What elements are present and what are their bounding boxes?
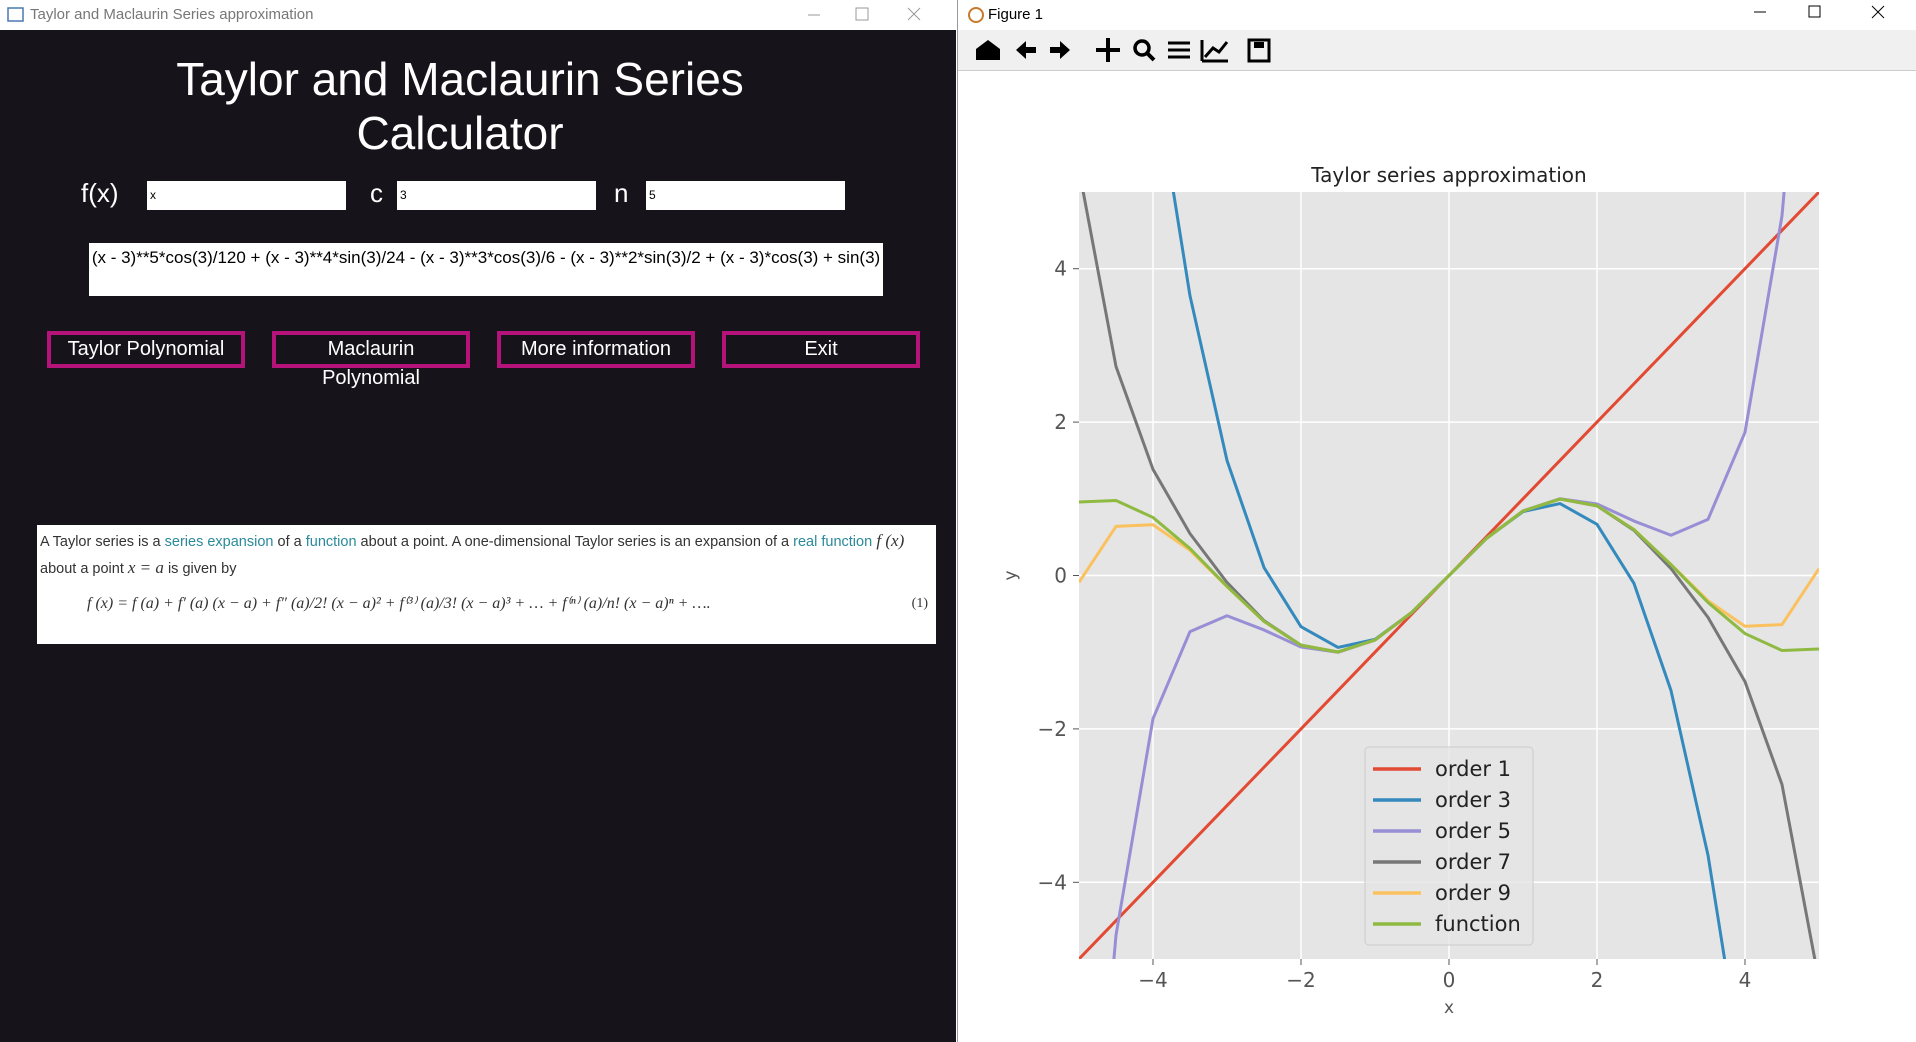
series-line (1079, 497, 1819, 654)
formula: f (x) = f (a) + f′ (a) (x − a) + f″ (a)/… (87, 595, 711, 612)
legend-label: order 7 (1435, 850, 1511, 874)
text: is given by (163, 561, 237, 577)
chart-title: Taylor series approximation (1310, 163, 1586, 187)
window-controls[interactable] (796, 0, 956, 30)
y-tick-label: 2 (1054, 410, 1067, 434)
math: f (x) (872, 531, 905, 550)
toolbar (958, 30, 1916, 71)
app-icon (7, 7, 24, 22)
y-tick-label: 0 (1054, 564, 1067, 588)
y-tick-label: −4 (1038, 870, 1067, 894)
x-tick-label: −2 (1286, 968, 1315, 992)
text: A Taylor series is a (40, 534, 165, 550)
legend-label: order 5 (1435, 819, 1511, 843)
heading-line: Taylor and Maclaurin Series (176, 53, 744, 105)
x-tick-label: 0 (1443, 968, 1456, 992)
window-controls[interactable] (1736, 0, 1916, 30)
window-title: Taylor and Maclaurin Series approximatio… (30, 6, 314, 23)
link[interactable]: function (305, 534, 357, 550)
figure-window: Figure 1 −4 −2 0 2 4 −4 −2 0 2 4 Taylor series app… (957, 0, 1916, 1042)
text: of a (273, 534, 306, 550)
y-axis-label: y (1001, 570, 1021, 580)
field-label: f(x) (81, 178, 119, 208)
heading: Taylor and Maclaurin Series Calculator (100, 52, 820, 160)
text-input[interactable]: x (147, 181, 346, 210)
legend-label: function (1435, 912, 1521, 936)
title-bar: Taylor and Maclaurin Series approximatio… (0, 0, 956, 30)
result: (x - 3)**5*cos(3)/120 + (x - 3)**4*sin(3… (89, 243, 883, 296)
text: about a point. A one-dimensional Taylor … (356, 534, 794, 550)
window-title: Figure 1 (988, 6, 1044, 23)
heading-line: Calculator (356, 107, 564, 159)
text-input[interactable]: 5 (646, 181, 845, 210)
field-label: c (370, 178, 383, 208)
math: x = a (127, 558, 164, 577)
legend-box (1364, 746, 1534, 946)
x-tick-label: −4 (1138, 968, 1167, 992)
x-tick-label: 2 (1591, 968, 1604, 992)
y-tick-label: 4 (1054, 257, 1067, 281)
button[interactable]: Exit (722, 331, 920, 368)
link[interactable]: real function (793, 534, 873, 550)
text: about a point (40, 561, 128, 577)
equation-number: (1) (911, 596, 928, 611)
button[interactable]: Maclaurin Polynomial (272, 331, 470, 389)
app-icon (968, 7, 984, 23)
toolbar-icons[interactable] (958, 30, 1278, 70)
y-tick-label: −2 (1038, 717, 1067, 741)
button[interactable]: Taylor Polynomial (47, 331, 245, 368)
legend-label: order 1 (1435, 757, 1511, 781)
field-label: n (614, 178, 629, 208)
legend-label: order 3 (1435, 788, 1511, 812)
chart: −4 −2 0 2 4 −4 −2 0 2 4 Taylor series approximatio… (1001, 163, 1819, 1018)
title-bar: Figure 1 (958, 0, 1916, 30)
x-axis-label: x (1444, 998, 1454, 1018)
link[interactable]: series expansion (164, 534, 274, 550)
button[interactable]: More information (497, 331, 695, 368)
text-input[interactable]: 3 (397, 181, 596, 210)
x-tick-label: 4 (1739, 968, 1752, 992)
info-panel: A Taylor series is a series expansion of… (37, 525, 936, 644)
app-window: Taylor and Maclaurin Series approximatio… (0, 0, 956, 1042)
legend-label: order 9 (1435, 881, 1511, 905)
